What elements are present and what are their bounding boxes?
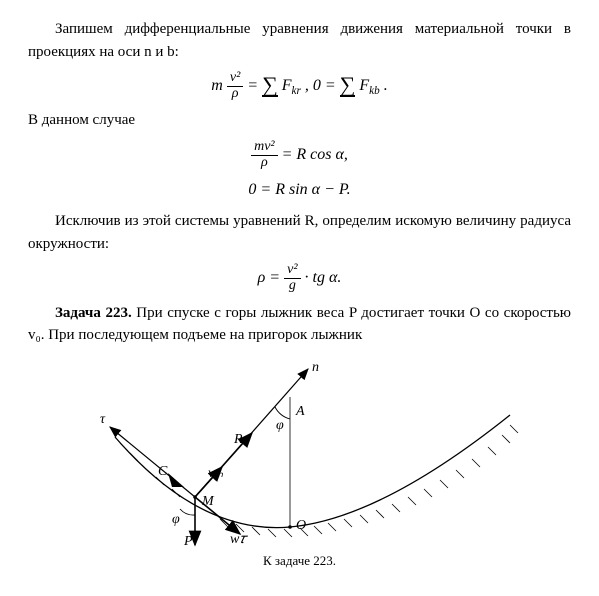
svg-text:w𝜏: w𝜏 [230,532,248,547]
svg-text:C: C [158,464,168,479]
equation-2a: mv² ρ = R cos α, [28,140,571,170]
svg-text:O: O [296,518,306,533]
svg-text:P: P [183,534,193,547]
svg-text:τ: τ [100,412,106,427]
sum-icon: ∑ [262,75,278,97]
svg-text:φ: φ [172,512,180,527]
angle-phi-bottom [180,509,195,515]
eq1-frac: v² ρ [227,71,243,101]
paragraph-2: В данном случае [28,109,571,132]
paragraph-3: Исключив из этой системы уравнений R, оп… [28,210,571,255]
equation-3: ρ = v² g · tg α. [28,263,571,293]
svg-text:R: R [233,432,243,447]
svg-text:φ: φ [276,418,284,433]
sum-icon: ∑ [340,75,356,97]
figure: n τ R A C M O P φ φ wₙ w𝜏 К задаче 223. [28,357,571,571]
eq3-frac: v² g [284,263,300,293]
task-label: Задача 223. [55,305,132,321]
point-o [288,525,292,529]
equation-2b: 0 = R sin α − P. [28,178,571,202]
diagram-svg: n τ R A C M O P φ φ wₙ w𝜏 [80,357,520,547]
equation-1: m v² ρ = ∑ Fkr , 0 = ∑ Fkb . [28,71,571,101]
figure-caption: К задаче 223. [28,551,571,571]
svg-text:M: M [201,494,215,509]
skier-icon [168,473,184,487]
task-paragraph: Задача 223. При спуске с горы лыжник вес… [28,302,571,347]
figure-labels: n τ R A C M O P φ φ wₙ w𝜏 [100,360,319,547]
svg-text:wₙ: wₙ [208,466,223,481]
paragraph-1: Запишем дифференциальные уравнения движе… [28,18,571,63]
slope-curve [115,415,510,528]
svg-text:A: A [295,404,305,419]
eq1-m: m [211,77,223,94]
svg-text:n: n [312,360,319,375]
eq2a-frac: mv² ρ [251,140,278,170]
